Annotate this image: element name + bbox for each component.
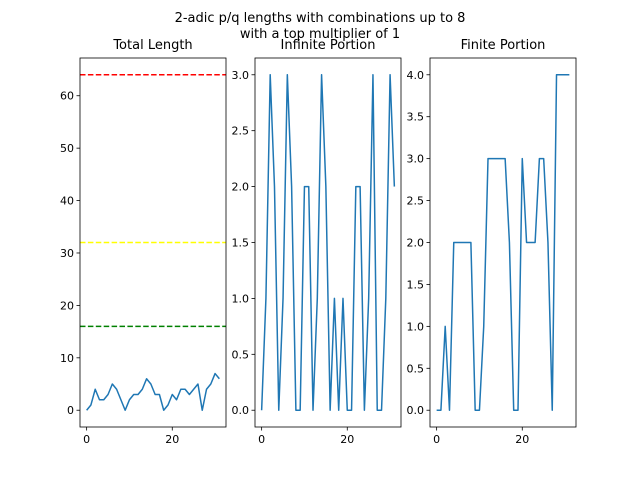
x-tick-label: 20 — [515, 433, 529, 446]
x-tick-label: 0 — [433, 433, 440, 446]
x-tick-label: 20 — [340, 433, 354, 446]
y-tick-label: 50 — [60, 142, 74, 155]
y-tick-label: 40 — [60, 195, 74, 208]
series-line — [86, 372, 220, 411]
y-tick-label: 1.5 — [407, 278, 425, 291]
axes-frame — [254, 57, 402, 428]
figure-title-line-2: with a top multiplier of 1 — [240, 27, 400, 42]
x-tick-label: 0 — [258, 433, 265, 446]
series-line — [260, 74, 396, 411]
y-tick-label: 10 — [60, 352, 74, 365]
subplot-title: Total Length — [112, 38, 192, 53]
y-tick-label: 3.5 — [407, 111, 425, 124]
figure-title-line-1: 2-adic p/q lengths with combinations up … — [175, 11, 466, 26]
y-tick-label: 2.5 — [232, 125, 250, 138]
x-tick-label: 0 — [83, 433, 90, 446]
y-tick-label: 20 — [60, 299, 74, 312]
y-tick-label: 1.5 — [232, 237, 250, 250]
y-tick-label: 2.0 — [407, 237, 425, 250]
y-tick-label: 0.5 — [407, 362, 425, 375]
y-tick-label: 60 — [60, 90, 74, 103]
subplot-title: Finite Portion — [461, 38, 546, 53]
y-tick-label: 2.0 — [232, 181, 250, 194]
y-tick-label: 1.0 — [232, 292, 250, 305]
y-tick-label: 0 — [67, 404, 74, 417]
y-tick-label: 2.5 — [407, 195, 425, 208]
axes-frame — [79, 57, 227, 428]
subplot-total-length: Total Length 0 10 20 30 40 50 60 0 20 — [60, 38, 227, 446]
subplot-infinite-portion: Infinite Portion 0.0 0.5 1.0 1.5 2.0 2.5 3.0 0 2… — [232, 38, 402, 446]
y-tick-label: 3.0 — [232, 69, 250, 82]
y-tick-label: 1.0 — [407, 320, 425, 333]
subplot-finite-portion: Finite Portion 0.0 0.5 1.0 1.5 2.0 2.5 3.0 3.5 4… — [407, 38, 577, 446]
y-tick-label: 3.0 — [407, 153, 425, 166]
y-tick-label: 0.0 — [232, 404, 250, 417]
subplot-title: Infinite Portion — [281, 38, 376, 53]
y-tick-label: 30 — [60, 247, 74, 260]
y-tick-label: 4.0 — [407, 69, 425, 82]
y-tick-label: 0.0 — [407, 404, 425, 417]
y-tick-label: 0.5 — [232, 348, 250, 361]
series-line — [436, 74, 570, 411]
x-tick-label: 20 — [165, 433, 179, 446]
